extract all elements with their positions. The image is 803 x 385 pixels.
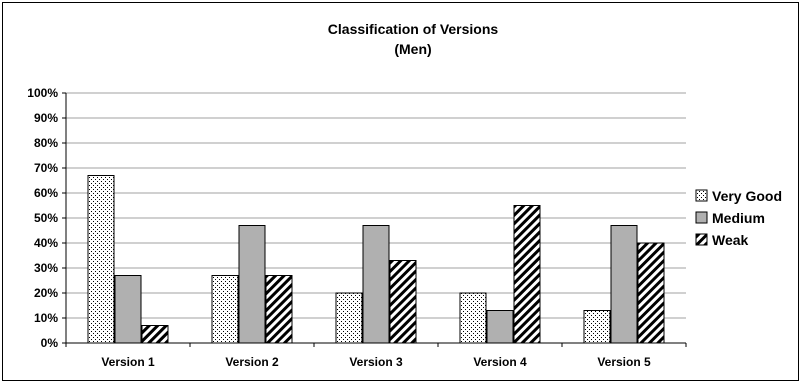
bar-weak — [141, 325, 169, 344]
y-tick-label: 30% — [34, 261, 58, 275]
bar-very-good — [459, 292, 487, 344]
chart-svg: Classification of Versions (Men) 0% 10% 20… — [27, 21, 782, 369]
x-tick-label: Version 5 — [597, 355, 651, 369]
bar-weak — [265, 275, 293, 344]
bar-very-good — [87, 175, 115, 344]
bars — [87, 175, 665, 344]
y-tick-label: 50% — [34, 211, 58, 225]
x-tick-label: Version 1 — [101, 355, 155, 369]
x-axis-ticks: Version 1 Version 2 Version 3 Version 4 Vers… — [65, 343, 687, 369]
bar-very-good — [335, 292, 363, 344]
y-tick-label: 10% — [34, 311, 58, 325]
chart-frame: Classification of Versions (Men) 0% 10% 20… — [2, 2, 799, 381]
y-tick-label: 80% — [34, 136, 58, 150]
chart-subtitle: (Men) — [394, 41, 431, 57]
legend-swatch-very-good — [695, 189, 708, 202]
y-tick-label: 20% — [34, 286, 58, 300]
legend-label: Very Good — [712, 188, 782, 204]
bar-weak — [513, 205, 541, 344]
bar-medium — [362, 225, 390, 344]
bar-weak — [389, 260, 417, 344]
bar-very-good — [583, 310, 611, 344]
chart-title: Classification of Versions — [328, 21, 499, 37]
legend-swatch-medium — [695, 211, 708, 224]
bar-medium — [610, 225, 638, 344]
bar-very-good — [211, 275, 239, 344]
legend: Very Good Medium Weak — [695, 188, 782, 248]
bar-medium — [486, 310, 514, 344]
axes — [65, 93, 686, 344]
y-tick-label: 70% — [34, 161, 58, 175]
x-tick-label: Version 2 — [225, 355, 279, 369]
x-tick-label: Version 3 — [349, 355, 403, 369]
legend-label: Medium — [712, 210, 765, 226]
x-tick-label: Version 4 — [473, 355, 527, 369]
y-tick-label: 90% — [34, 111, 58, 125]
bar-medium — [238, 225, 266, 344]
legend-label: Weak — [712, 232, 749, 248]
y-axis-ticks: 0% 10% 20% 30% 40% 50% 60% 70% 80% 90% 100% — [27, 86, 66, 350]
bar-medium — [114, 275, 142, 344]
y-tick-label: 40% — [34, 236, 58, 250]
y-tick-label: 60% — [34, 186, 58, 200]
y-tick-label: 100% — [27, 86, 58, 100]
legend-swatch-weak — [695, 233, 708, 246]
grid-lines — [66, 92, 686, 319]
y-tick-label: 0% — [41, 336, 59, 350]
bar-weak — [637, 242, 665, 344]
